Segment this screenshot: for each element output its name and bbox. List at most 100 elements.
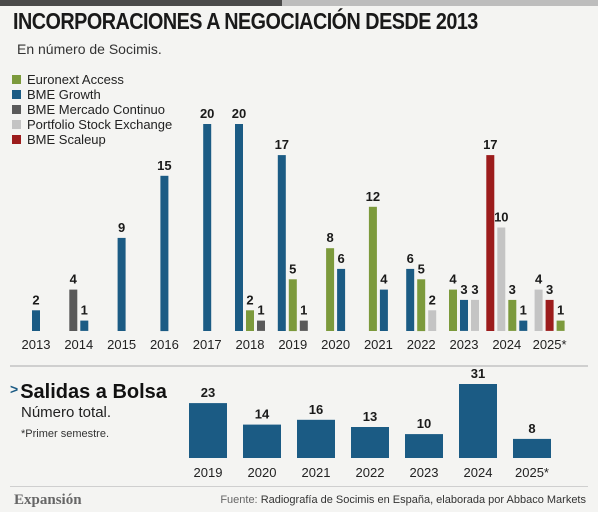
exit-x-tick-label: 2025* <box>515 465 549 480</box>
bar-value-label: 3 <box>546 282 553 297</box>
bar-2022-portfolio-stock-exchange <box>428 310 437 331</box>
bar-value-label: 6 <box>337 251 344 266</box>
exit-bar-2021 <box>297 419 335 458</box>
source-key: Fuente: <box>220 494 258 506</box>
top-rule-light <box>282 0 598 6</box>
bar-value-label: 5 <box>289 261 296 276</box>
legend-swatch <box>12 90 21 99</box>
legend-label: Euronext Access <box>27 72 124 87</box>
bar-2020-bme-growth <box>337 268 346 331</box>
exit-bar-2024 <box>459 384 497 458</box>
exits-title: > Salidas a Bolsa <box>10 381 167 404</box>
bar-2022-bme-growth <box>406 268 415 331</box>
brand-logo: Expansión <box>14 492 82 508</box>
section-divider <box>10 365 588 367</box>
exits-footnote: *Primer semestre. <box>21 428 110 440</box>
top-rule <box>0 0 598 6</box>
bar-2024-euronext-access <box>508 299 517 331</box>
exit-value-label: 16 <box>309 402 323 417</box>
bar-2021-bme-growth <box>379 289 388 331</box>
bar-2025*-portfolio-stock-exchange <box>534 289 543 331</box>
bar-2014-bme-mercado-continuo <box>69 289 78 331</box>
bar-value-label: 1 <box>300 303 307 318</box>
x-tick-label: 2017 <box>193 337 222 352</box>
bar-2023-euronext-access <box>449 289 457 331</box>
exit-bar-2020 <box>243 424 281 458</box>
page-title: INCORPORACIONES A NEGOCIACIÓN DESDE 2013 <box>13 8 478 34</box>
legend-swatch <box>12 105 21 114</box>
bar-2017-bme-growth <box>203 124 212 331</box>
top-rule-dark <box>0 0 282 6</box>
exit-value-label: 31 <box>471 366 485 381</box>
legend-swatch <box>12 120 21 129</box>
bar-2024-bme-scaleup <box>486 155 495 331</box>
bar-value-label: 1 <box>257 303 264 318</box>
legend-label: BME Scaleup <box>27 132 106 147</box>
exit-bar-2025* <box>513 438 551 458</box>
legend-swatch <box>12 135 21 144</box>
exit-value-label: 8 <box>528 421 535 436</box>
bar-2024-bme-growth <box>519 320 528 331</box>
bar-2019-euronext-access <box>288 279 297 332</box>
legend-item-euronext-access: Euronext Access <box>12 73 182 86</box>
exit-value-label: 10 <box>417 416 431 431</box>
bar-value-label: 5 <box>418 261 425 276</box>
bar-2025*-bme-scaleup <box>545 299 554 331</box>
bar-value-label: 3 <box>460 282 467 297</box>
x-tick-label: 2022 <box>407 337 436 352</box>
bar-value-label: 2 <box>246 292 253 307</box>
x-tick-label: 2019 <box>278 337 307 352</box>
bar-2025*-euronext-access <box>556 320 565 331</box>
x-tick-label: 2018 <box>236 337 265 352</box>
bar-value-label: 4 <box>449 272 457 287</box>
bar-value-label: 20 <box>200 106 214 121</box>
bar-value-label: 2 <box>429 292 436 307</box>
bar-value-label: 6 <box>407 251 414 266</box>
page-subtitle: En número de Socimis. <box>17 41 162 57</box>
x-tick-label: 2014 <box>64 337 93 352</box>
exit-value-label: 13 <box>363 409 377 424</box>
exit-value-label: 14 <box>255 407 270 422</box>
exit-x-tick-label: 2021 <box>302 465 331 480</box>
bar-value-label: 8 <box>326 230 333 245</box>
bar-value-label: 15 <box>157 158 171 173</box>
exit-bar-2022 <box>351 427 389 458</box>
source-text: Radiografía de Socimis en España, elabor… <box>260 494 586 506</box>
bar-2022-euronext-access <box>417 279 426 332</box>
bar-2018-euronext-access <box>246 310 254 331</box>
bar-2013-bme-growth <box>32 310 40 331</box>
exit-x-tick-label: 2023 <box>410 465 439 480</box>
bar-2021-euronext-access <box>368 206 377 331</box>
caret-right-icon: > <box>10 381 19 397</box>
exits-title-text: Salidas a Bolsa <box>20 381 167 403</box>
bar-2015-bme-growth <box>117 237 126 331</box>
bar-value-label: 4 <box>380 272 388 287</box>
x-tick-label: 2020 <box>321 337 350 352</box>
chart-legend: Euronext Access BME Growth BME Mercado C… <box>12 73 182 148</box>
bar-value-label: 17 <box>275 137 289 152</box>
x-tick-label: 2024 <box>492 337 521 352</box>
bar-value-label: 10 <box>494 210 508 225</box>
bar-value-label: 2 <box>32 292 39 307</box>
bar-value-label: 1 <box>81 303 88 318</box>
bar-value-label: 17 <box>483 137 497 152</box>
source-note: Fuente: Radiografía de Socimis en España… <box>220 494 586 506</box>
bar-2024-portfolio-stock-exchange <box>497 227 506 331</box>
x-tick-label: 2013 <box>22 337 51 352</box>
legend-item-bme-mercado-continuo: BME Mercado Continuo <box>12 103 182 116</box>
x-tick-label: 2023 <box>450 337 479 352</box>
legend-item-bme-growth: BME Growth <box>12 88 182 101</box>
bar-value-label: 4 <box>535 272 543 287</box>
bar-value-label: 1 <box>557 303 564 318</box>
bar-value-label: 20 <box>232 106 246 121</box>
footer-rule <box>10 486 588 487</box>
x-tick-label: 2025* <box>533 337 567 352</box>
bar-2014-bme-growth <box>80 320 89 331</box>
exit-value-label: 23 <box>201 385 215 400</box>
bar-value-label: 4 <box>70 272 78 287</box>
x-tick-label: 2016 <box>150 337 179 352</box>
legend-label: Portfolio Stock Exchange <box>27 117 173 132</box>
bar-value-label: 9 <box>118 220 125 235</box>
